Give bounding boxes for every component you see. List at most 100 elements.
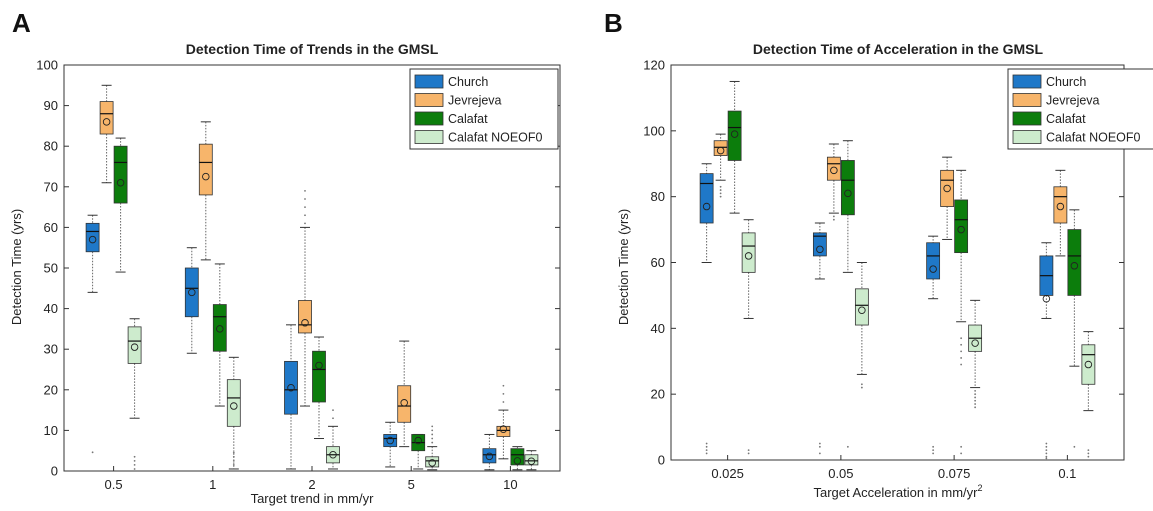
box-body — [840, 160, 855, 216]
box-body — [383, 434, 398, 448]
legend-label-jevrejeva: Jevrejeva — [1046, 94, 1100, 108]
panel-b-box-church — [1039, 242, 1054, 460]
outlier-point — [860, 383, 863, 386]
outlier-point — [304, 222, 306, 225]
panel-b-legend: Church Jevrejeva Calafat Calafat NOEOF0 — [1007, 68, 1153, 150]
panel-b-x-axis-label-text: Target Acceleration in mm/yr — [813, 485, 978, 500]
box-body — [524, 454, 539, 466]
outlier-point — [719, 185, 722, 188]
outlier-point — [1087, 452, 1090, 455]
mean-marker — [957, 225, 965, 234]
outlier-point — [705, 442, 708, 445]
outlier-point — [133, 468, 136, 470]
outlier-point — [974, 396, 977, 399]
panel-b-box-calafat — [727, 80, 742, 214]
outlier-point — [974, 393, 977, 396]
panel-a-box-jevrejeva — [298, 189, 312, 407]
outlier-point — [719, 195, 722, 198]
box-body — [482, 448, 497, 464]
outlier-point — [846, 445, 849, 448]
box-body — [510, 448, 525, 466]
panel-b-y-tick-label: 0 — [658, 453, 665, 468]
mean-marker — [1070, 262, 1079, 270]
legend-swatch-church — [1012, 74, 1042, 89]
panel-a-legend: Church Jevrejeva Calafat Calafat NOEOF0 — [409, 68, 559, 150]
panel-b-box-church — [812, 222, 827, 455]
mean-marker — [929, 265, 937, 273]
outlier-point — [705, 445, 708, 448]
legend-label-calafat: Calafat — [1046, 112, 1086, 126]
outlier-point — [431, 441, 434, 444]
mean-marker — [102, 118, 111, 126]
box-body — [425, 456, 440, 468]
outlier-point — [431, 429, 434, 432]
outlier-point — [747, 452, 750, 455]
panel-b-box-calafat-noeof0 — [741, 219, 756, 455]
outlier-point — [502, 384, 505, 387]
outlier-point — [431, 437, 434, 440]
panel-a-box-church — [184, 247, 199, 354]
panel-b-y-tick-label: 100 — [643, 123, 665, 138]
panel-a-y-tick-label: 0 — [51, 464, 58, 479]
panel-a: A Detection Time of Trends in the GMSL T… — [9, 8, 561, 506]
outlier-point — [960, 343, 963, 346]
mean-marker — [188, 288, 196, 297]
box-body — [699, 173, 714, 224]
box-body — [85, 222, 100, 253]
mean-marker — [230, 402, 238, 410]
panel-b-box-calafat-noeof0 — [1081, 331, 1096, 458]
outlier-point — [1073, 445, 1076, 448]
panel-a-y-tick-label: 10 — [44, 423, 58, 438]
outlier-point — [719, 189, 722, 191]
mean-marker — [702, 202, 711, 211]
mean-marker — [716, 146, 725, 155]
panel-a-box-calafat-noeof0 — [326, 409, 340, 470]
mean-marker — [301, 319, 309, 327]
outlier-point — [133, 455, 136, 458]
box-body — [113, 145, 128, 204]
panel-a-y-tick-label: 50 — [44, 261, 58, 276]
legend-swatch-jevrejeva — [1012, 93, 1042, 107]
panel-b-y-axis-label: Detection Time (yrs) — [616, 209, 631, 325]
panel-a-y-tick-label: 100 — [36, 58, 58, 73]
outlier-point — [304, 206, 306, 209]
box-body — [284, 360, 298, 415]
outlier-point — [960, 337, 963, 340]
panel-a-box-calafat — [113, 137, 128, 273]
outlier-point — [232, 464, 235, 466]
panel-a-box-calafat-noeof0 — [425, 425, 440, 471]
outlier-point — [818, 442, 821, 445]
panel-a-box-church — [284, 324, 298, 470]
panel-b-box-jevrejeva — [940, 156, 955, 240]
outlier-point — [1045, 442, 1048, 445]
panel-b-y-tick-label: 80 — [651, 189, 665, 204]
box-body — [298, 300, 312, 334]
outlier-point — [960, 357, 963, 359]
mean-marker — [329, 451, 337, 459]
panel-a-x-tick-label: 5 — [408, 477, 415, 492]
outlier-point — [705, 449, 708, 452]
outlier-point — [960, 452, 963, 455]
outlier-point — [1045, 452, 1048, 455]
legend-swatch-jevrejeva — [414, 93, 444, 107]
mean-marker — [1084, 360, 1093, 369]
panel-a-y-tick-label: 30 — [44, 342, 58, 357]
legend-swatch-calafat-noeof0 — [414, 130, 444, 144]
outlier-point — [705, 452, 708, 455]
outlier-point — [431, 425, 434, 428]
mean-marker — [414, 436, 422, 445]
outlier-point — [232, 451, 235, 454]
outlier-point — [1045, 455, 1048, 458]
outlier-point — [232, 459, 235, 462]
panel-a-box-jevrejeva — [198, 121, 213, 261]
mean-marker — [830, 166, 838, 175]
mean-marker — [116, 178, 125, 187]
panel-a-box-jevrejeva — [99, 84, 114, 184]
mean-marker — [1042, 294, 1051, 303]
panel-a-box-calafat-noeof0 — [127, 318, 142, 470]
outlier-point — [719, 192, 722, 195]
panel-a-box-calafat-noeof0 — [524, 450, 539, 471]
panel-a-x-tick-label: 2 — [308, 477, 315, 492]
